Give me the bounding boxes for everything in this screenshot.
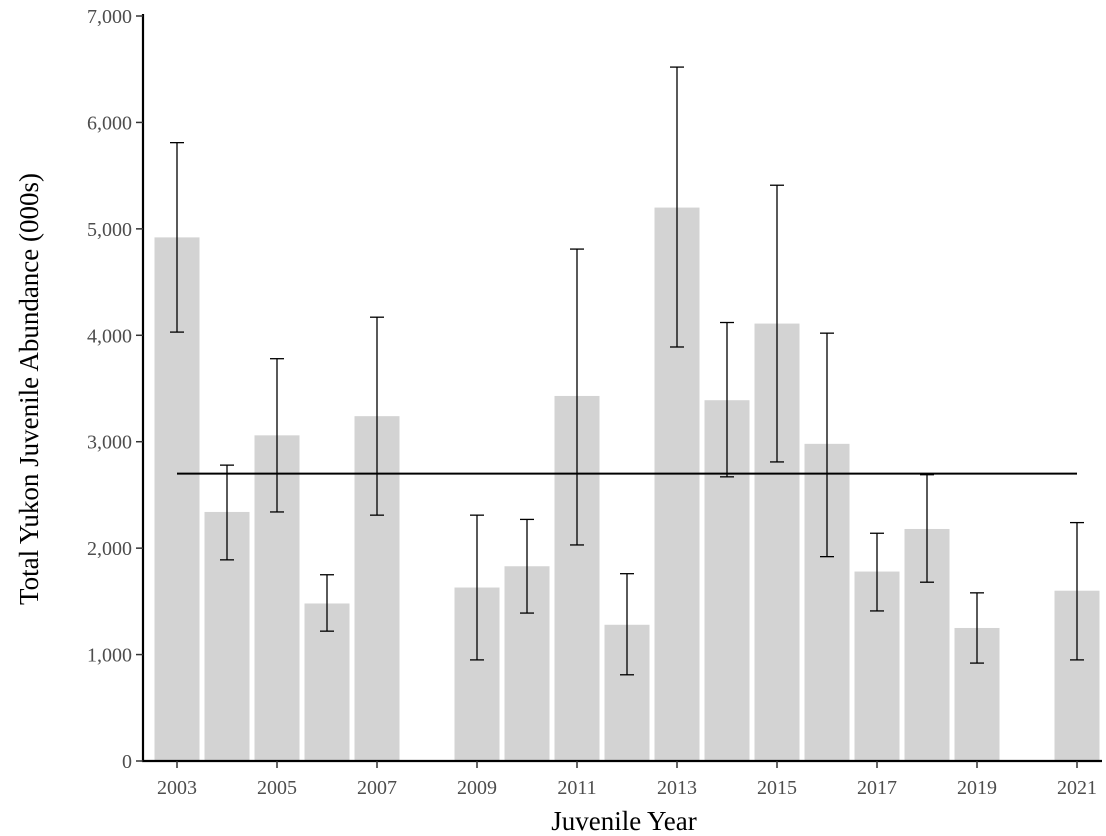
x-tick-label-2015: 2015 bbox=[757, 777, 797, 799]
y-tick-label-2000: 2,000 bbox=[87, 538, 132, 560]
error-bar-2009 bbox=[470, 514, 484, 661]
error-bar-2012 bbox=[620, 573, 634, 676]
x-tick-label-2005: 2005 bbox=[257, 777, 297, 799]
error-bar-2018 bbox=[920, 474, 934, 583]
error-bars-layer bbox=[170, 66, 1084, 676]
x-tick-label-2003: 2003 bbox=[157, 777, 197, 799]
y-axis-title: Total Yukon Juvenile Abundance (000s) bbox=[14, 173, 44, 605]
error-bar-2013 bbox=[670, 66, 684, 348]
x-axis-title: Juvenile Year bbox=[551, 806, 696, 836]
x-tick-label-2009: 2009 bbox=[457, 777, 497, 799]
y-tick-label-4000: 4,000 bbox=[87, 325, 132, 347]
error-bar-2021 bbox=[1070, 521, 1084, 661]
error-bar-2003 bbox=[170, 141, 184, 333]
y-tick-label-3000: 3,000 bbox=[87, 432, 132, 454]
error-bar-2010 bbox=[520, 518, 534, 614]
x-tick-label-2007: 2007 bbox=[357, 777, 397, 799]
x-tick-label-2013: 2013 bbox=[657, 777, 697, 799]
x-tick-label-2017: 2017 bbox=[857, 777, 897, 799]
y-tick-label-5000: 5,000 bbox=[87, 219, 132, 241]
x-tick-label-2011: 2011 bbox=[557, 777, 596, 799]
error-bar-2006 bbox=[320, 574, 334, 632]
bars-layer bbox=[154, 207, 1100, 762]
axes: 0 1,000 2,000 3,000 4,000 5,000 6,000 7,000 2003… bbox=[87, 6, 1102, 799]
error-bar-2004 bbox=[220, 464, 234, 561]
x-tick-label-2019: 2019 bbox=[957, 777, 997, 799]
y-tick-label-7000: 7,000 bbox=[87, 6, 132, 28]
error-bar-2007 bbox=[370, 316, 384, 516]
error-bar-2015 bbox=[770, 184, 784, 463]
error-bar-2011 bbox=[570, 248, 584, 546]
error-bar-2016 bbox=[820, 332, 834, 558]
y-tick-label-6000: 6,000 bbox=[87, 112, 132, 134]
error-bar-2019 bbox=[970, 592, 984, 664]
y-tick-label-1000: 1,000 bbox=[87, 645, 132, 667]
error-bar-2005 bbox=[270, 358, 284, 513]
error-bar-2014 bbox=[720, 321, 734, 478]
error-bar-2017 bbox=[870, 532, 884, 612]
y-tick-label-0: 0 bbox=[122, 751, 132, 773]
x-tick-label-2021: 2021 bbox=[1057, 777, 1097, 799]
